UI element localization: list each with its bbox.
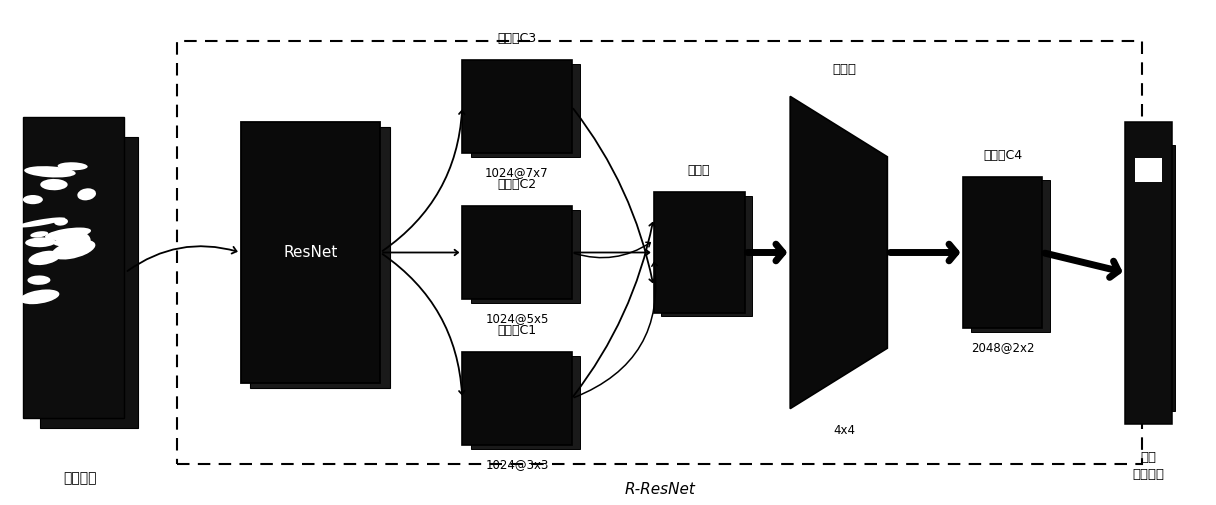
- Ellipse shape: [30, 231, 49, 237]
- Text: 4x4: 4x4: [834, 424, 856, 437]
- Text: 卷积层C4: 卷积层C4: [984, 149, 1023, 162]
- Ellipse shape: [28, 250, 61, 265]
- Ellipse shape: [17, 217, 66, 227]
- Ellipse shape: [57, 162, 88, 170]
- Ellipse shape: [26, 237, 56, 247]
- FancyBboxPatch shape: [1126, 122, 1171, 424]
- Ellipse shape: [23, 195, 43, 204]
- FancyBboxPatch shape: [660, 195, 751, 317]
- FancyBboxPatch shape: [1135, 158, 1162, 182]
- Polygon shape: [790, 96, 888, 409]
- Ellipse shape: [51, 240, 95, 260]
- Text: 卷积层C3: 卷积层C3: [497, 32, 536, 45]
- FancyBboxPatch shape: [241, 122, 381, 383]
- FancyBboxPatch shape: [653, 192, 744, 313]
- Text: 连接层: 连接层: [688, 164, 710, 177]
- Text: 池化层: 池化层: [833, 63, 857, 76]
- FancyBboxPatch shape: [250, 127, 390, 388]
- FancyBboxPatch shape: [1133, 145, 1176, 411]
- Text: 1024@7x7: 1024@7x7: [485, 166, 548, 179]
- Text: 卷积层C2: 卷积层C2: [497, 178, 536, 191]
- Ellipse shape: [24, 166, 75, 177]
- Ellipse shape: [45, 228, 91, 240]
- FancyBboxPatch shape: [471, 356, 580, 449]
- Ellipse shape: [40, 179, 68, 190]
- FancyBboxPatch shape: [462, 206, 572, 299]
- Ellipse shape: [58, 229, 91, 247]
- Text: 2048@2x2: 2048@2x2: [972, 341, 1035, 353]
- Ellipse shape: [63, 231, 86, 239]
- FancyBboxPatch shape: [471, 64, 580, 157]
- Ellipse shape: [78, 188, 96, 200]
- Text: 输出
行人特征: 输出 行人特征: [1132, 451, 1165, 481]
- Ellipse shape: [52, 238, 83, 247]
- FancyBboxPatch shape: [963, 177, 1042, 328]
- FancyBboxPatch shape: [970, 180, 1049, 332]
- Text: 1024@3x3: 1024@3x3: [485, 458, 548, 471]
- Ellipse shape: [54, 218, 68, 226]
- Ellipse shape: [28, 275, 50, 285]
- FancyBboxPatch shape: [23, 117, 124, 418]
- Text: R-ResNet: R-ResNet: [624, 482, 696, 497]
- Text: 卷积层C1: 卷积层C1: [497, 324, 536, 337]
- FancyBboxPatch shape: [462, 60, 572, 153]
- Text: ResNet: ResNet: [283, 245, 338, 260]
- Ellipse shape: [63, 236, 89, 254]
- FancyBboxPatch shape: [40, 137, 139, 428]
- FancyBboxPatch shape: [471, 210, 580, 303]
- FancyBboxPatch shape: [462, 352, 572, 445]
- Ellipse shape: [19, 289, 60, 304]
- Text: 输入图片: 输入图片: [63, 472, 96, 486]
- Text: 1024@5x5: 1024@5x5: [485, 312, 548, 325]
